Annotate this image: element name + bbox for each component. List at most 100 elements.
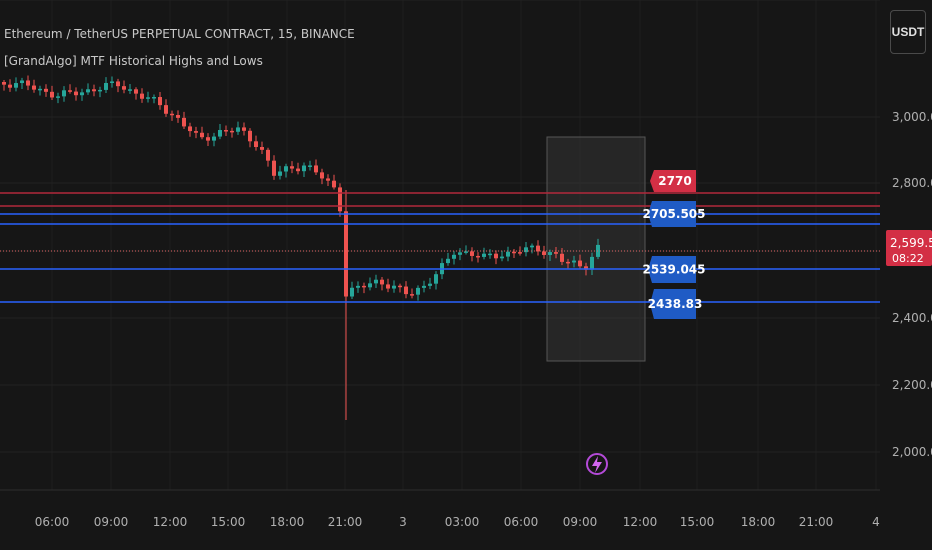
price-tick-label: 2,200.00 [892, 378, 932, 392]
candle-body [248, 130, 252, 142]
candle-body [320, 172, 324, 179]
candle-body [176, 115, 180, 118]
candle-body [134, 89, 138, 94]
candle-body [104, 83, 108, 90]
countdown-label: 08:22 [892, 252, 924, 265]
time-tick-label: 4 [872, 515, 880, 529]
candle-body [374, 279, 378, 284]
candle-body [452, 254, 456, 259]
candle-body [266, 149, 270, 161]
candle-body [272, 160, 276, 176]
label-blue-low-bg [650, 289, 696, 319]
candle-body [140, 93, 144, 99]
candle-body [50, 91, 54, 98]
candle-body [74, 91, 78, 96]
price-tick-label: 2,000.00 [892, 445, 932, 459]
lightning-icon-glyph [592, 456, 602, 473]
time-tick-label: 03:00 [445, 515, 480, 529]
candle-body [512, 251, 516, 254]
candle-body [260, 147, 264, 150]
candle-body [80, 92, 84, 96]
time-tick-label: 12:00 [623, 515, 658, 529]
candle-body [116, 81, 120, 87]
label-blue-mid-bg [648, 256, 696, 283]
candle-body [530, 245, 534, 248]
candle-body [194, 131, 198, 133]
candle-body [332, 180, 336, 188]
candle-body [536, 245, 540, 252]
price-tick-label: 2,400.00 [892, 311, 932, 325]
time-tick-label: 06:00 [504, 515, 539, 529]
candle-body [392, 285, 396, 289]
candle-body [518, 252, 522, 254]
candle-body [404, 286, 408, 295]
candle-body [428, 283, 432, 286]
candle-body [68, 90, 72, 92]
candle-body [212, 136, 216, 141]
candle-body [398, 285, 402, 288]
candle-body [542, 251, 546, 255]
candle-body [38, 88, 42, 91]
candle-body [596, 244, 600, 257]
candle-body [446, 258, 450, 264]
candle-body [290, 166, 294, 169]
candle-body [314, 165, 318, 173]
candle-body [350, 287, 354, 297]
label-blue-low: 2438.83 [648, 297, 703, 311]
candle-body [86, 89, 90, 93]
candles [2, 75, 600, 420]
indicator-label[interactable]: [GrandAlgo] MTF Historical Highs and Low… [4, 54, 263, 68]
candle-body [482, 253, 486, 257]
candle-body [128, 89, 132, 91]
candle-body [356, 285, 360, 288]
candle-body [14, 83, 18, 88]
candle-body [230, 130, 234, 133]
candle-body [8, 84, 12, 88]
candle-body [434, 274, 438, 284]
candle-body [32, 85, 36, 90]
candle-body [548, 252, 552, 255]
candle-body [284, 166, 288, 172]
candle-body [566, 261, 570, 264]
label-blue-high-bg [648, 201, 696, 227]
label-blue-mid: 2539.045 [642, 263, 705, 277]
time-tick-label: 09:00 [94, 515, 129, 529]
current-price-label: 2,599.53 [890, 236, 932, 250]
candle-body [554, 252, 558, 254]
candle-body [98, 89, 102, 92]
candle-body [254, 141, 258, 148]
currency-button[interactable]: USDT [890, 10, 926, 54]
candle-body [416, 287, 420, 295]
candle-body [56, 96, 60, 98]
candle-body [110, 81, 114, 84]
candle-body [146, 97, 150, 99]
candle-body [236, 127, 240, 132]
candle-body [338, 187, 342, 212]
candle-body [410, 294, 414, 296]
candle-body [458, 252, 462, 255]
price-tick-label: 2,800.00 [892, 176, 932, 190]
time-tick-label: 15:00 [680, 515, 715, 529]
candle-body [170, 113, 174, 116]
candle-body [572, 260, 576, 263]
current-price-badge [886, 230, 932, 266]
candle-body [26, 80, 30, 86]
candle-body [494, 253, 498, 259]
candle-body [302, 165, 306, 172]
label-blue-high: 2705.505 [642, 207, 705, 221]
candle-body [422, 285, 426, 288]
candle-body [488, 253, 492, 256]
candle-body [44, 88, 48, 92]
candle-body [278, 171, 282, 176]
candle-body [158, 97, 162, 106]
candle-body [20, 80, 24, 84]
candle-body [470, 251, 474, 256]
candle-body [188, 126, 192, 132]
candle-body [152, 97, 156, 99]
time-tick-label: 21:00 [328, 515, 363, 529]
candle-body [2, 82, 6, 85]
candle-body [200, 132, 204, 138]
candle-body [560, 253, 564, 262]
candle-body [326, 178, 330, 181]
